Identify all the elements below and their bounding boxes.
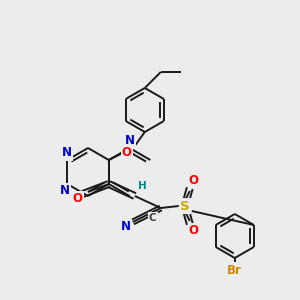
Text: S: S: [180, 200, 190, 212]
Text: O: O: [189, 224, 199, 238]
Text: Br: Br: [227, 263, 242, 277]
Text: H: H: [138, 181, 147, 191]
Text: N: N: [124, 134, 135, 148]
Text: C: C: [149, 213, 157, 223]
Text: N: N: [121, 220, 131, 233]
Text: N: N: [60, 184, 70, 197]
Text: O: O: [73, 193, 83, 206]
Text: O: O: [189, 175, 199, 188]
Text: N: N: [62, 146, 72, 160]
Text: O: O: [122, 146, 132, 158]
